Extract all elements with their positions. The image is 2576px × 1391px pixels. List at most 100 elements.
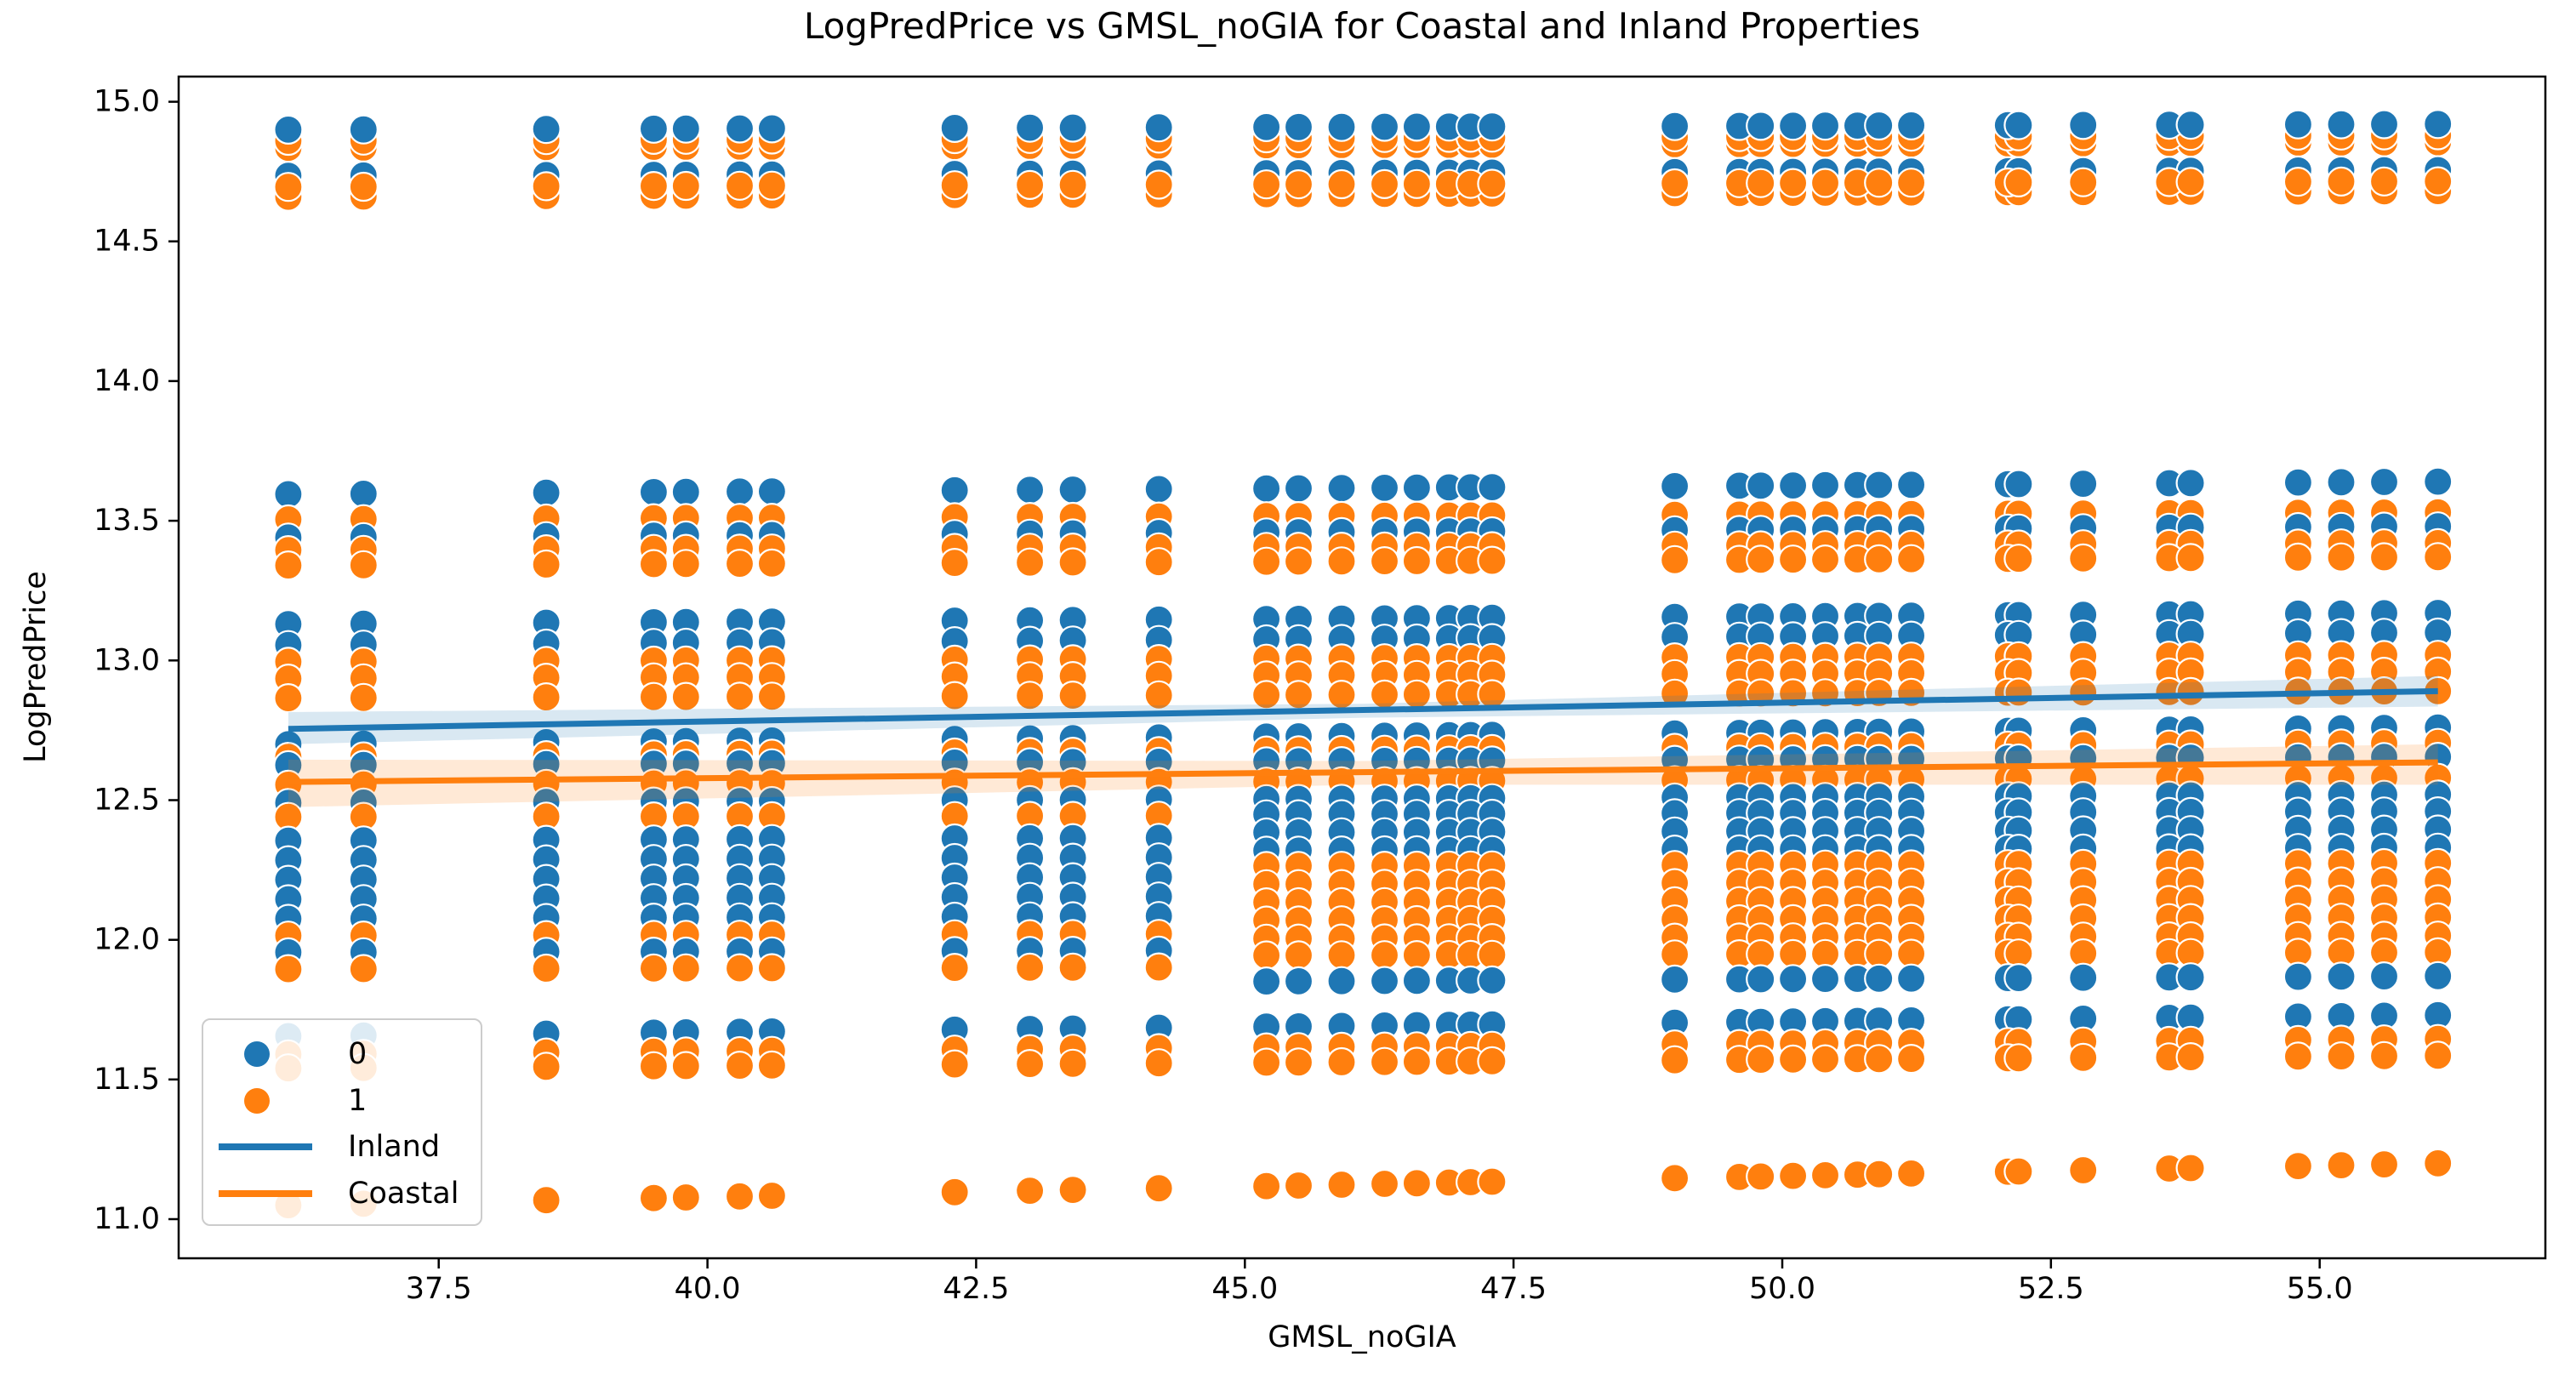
scatter-point-blue [2175,110,2206,140]
scatter-point-blue [2326,961,2357,992]
scatter-point-orange [1809,544,1841,575]
scatter-point-orange [638,953,670,983]
scatter-point-blue [1057,474,1088,505]
scatter-point-orange [2175,167,2206,197]
scatter-point-orange [1057,547,1088,578]
legend-label: 0 [348,1037,368,1071]
scatter-point-orange [1778,168,1809,198]
scatter-point-blue [1809,963,1841,995]
scatter-point-orange [1369,1046,1400,1077]
scatter-point-orange [670,170,701,202]
scatter-point-blue [273,114,304,145]
scatter-point-orange [1401,1046,1433,1077]
scatter-point-orange [1369,1168,1400,1200]
scatter-point-orange [756,170,788,201]
scatter-point-orange [724,1181,755,1211]
scatter-point-orange [1477,1166,1507,1197]
scatter-point-orange [638,681,670,712]
scatter-point-orange [1477,545,1507,576]
scatter-point-orange [2368,542,2400,573]
scatter-point-orange [670,549,701,579]
scatter-point-orange [724,548,755,579]
scatter-point-blue [1896,963,1927,994]
scatter-point-blue [1659,111,1690,141]
scatter-point-orange [939,952,970,983]
legend-entry-1: 1 [219,1079,472,1123]
scatter-point-blue [531,477,561,508]
scatter-point-orange [2282,1150,2313,1182]
scatter-point-orange [1864,1159,1895,1189]
scatter-point-blue [2003,469,2034,499]
scatter-point-orange [1401,1168,1433,1199]
scatter-point-orange [531,1185,561,1216]
scatter-point-orange [531,549,561,580]
scatter-point-orange [2003,1043,2034,1074]
scatter-point-blue [2282,961,2313,992]
scatter-point-orange [1864,544,1895,575]
scatter-point-orange [273,172,304,202]
scatter-point-orange [2003,544,2034,574]
scatter-point-blue [1477,471,1507,503]
scatter-point-blue [939,475,970,505]
scatter-point-orange [2175,676,2206,708]
scatter-point-blue [939,112,970,143]
scatter-point-blue [1896,470,1927,500]
scatter-point-blue [2003,110,2034,140]
scatter-point-orange [1401,939,1433,971]
x-axis-label: GMSL_noGIA [1268,1320,1456,1354]
scatter-point-orange [2423,1040,2453,1071]
scatter-point-orange [348,682,379,713]
scatter-point-blue [1778,111,1809,141]
scatter-point-orange [1809,1044,1841,1075]
scatter-point-blue [2326,467,2357,498]
scatter-point-orange [1659,168,1690,199]
scatter-point-orange [2423,166,2453,197]
scatter-point-blue [2423,961,2453,991]
scatter-point-orange [348,954,379,984]
y-axis-label: LogPredPrice [19,571,53,763]
scatter-point-blue [1864,470,1895,500]
scatter-point-blue [1283,111,1314,142]
scatter-point-blue [1369,966,1400,996]
scatter-point-orange [1014,547,1046,578]
scatter-point-blue [1778,964,1809,995]
x-tick-label: 45.0 [1211,1272,1278,1306]
scatter-point-orange [1326,1169,1357,1200]
x-tick-label: 40.0 [675,1272,741,1306]
scatter-point-blue [670,113,701,144]
scatter-point-orange [670,953,701,983]
y-tick-label: 15.0 [94,85,160,119]
scatter-point-orange [1057,1174,1088,1206]
scatter-point-orange [531,953,561,984]
x-tick-label: 52.5 [2018,1272,2084,1306]
scatter-point-blue [1896,110,1927,140]
scatter-point-blue [1401,472,1433,503]
scatter-point-orange [2282,167,2313,197]
scatter-point-orange [273,550,304,581]
y-tick-label: 11.5 [94,1063,160,1097]
scatter-point-orange [2423,1148,2453,1179]
scatter-point-orange [1864,168,1895,198]
scatter-point-orange [638,549,670,579]
scatter-point-blue [2282,467,2313,498]
scatter-point-orange [2003,167,2034,197]
scatter-point-orange [1326,168,1357,200]
scatter-point-blue [1014,112,1046,143]
scatter-point-blue [638,476,670,508]
scatter-point-orange [2003,1156,2034,1187]
scatter-point-blue [1014,475,1046,505]
scatter-point-orange [1283,1170,1314,1201]
scatter-point-blue [2175,468,2206,499]
scatter-point-blue [1659,964,1690,995]
scatter-point-orange [1864,938,1895,969]
scatter-point-orange [1143,547,1174,578]
scatter-point-blue [1326,473,1357,504]
chart-title: LogPredPrice vs GMSL_noGIA for Coastal a… [803,5,1921,47]
scatter-point-orange [1746,168,1776,198]
scatter-point-orange [1864,1044,1895,1075]
scatter-point-orange [1251,169,1282,200]
legend-entry-3: Coastal [219,1172,472,1216]
scatter-point-orange [939,547,970,579]
y-tick-label: 13.5 [94,504,160,538]
